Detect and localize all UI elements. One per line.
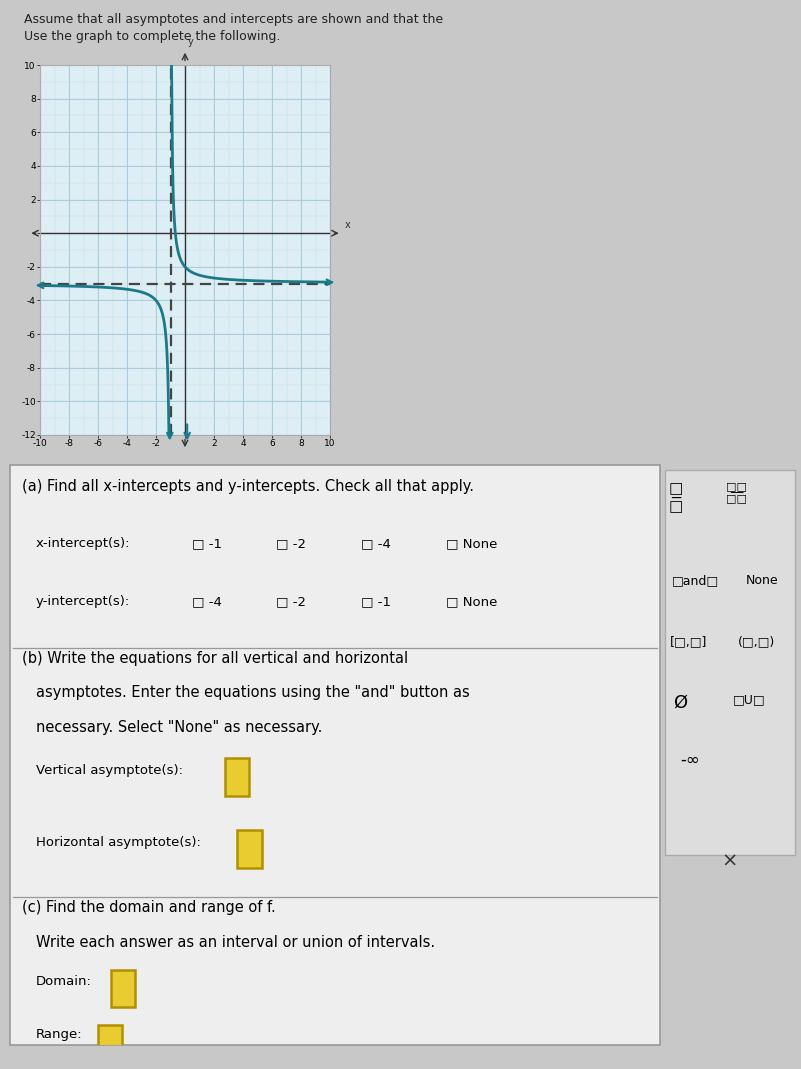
Bar [238, 831, 262, 868]
Text: □□
──
□□: □□ ── □□ [726, 481, 747, 503]
Text: □ -2: □ -2 [276, 595, 307, 608]
Text: (b) Write the equations for all vertical and horizontal: (b) Write the equations for all vertical… [22, 651, 408, 666]
Text: □ -1: □ -1 [361, 595, 391, 608]
Text: x: x [344, 220, 350, 230]
Text: y-intercept(s):: y-intercept(s): [36, 595, 131, 608]
Text: x-intercept(s):: x-intercept(s): [36, 538, 131, 551]
Text: Domain:: Domain: [36, 975, 92, 989]
Text: (a) Find all x-intercepts and y-intercepts. Check all that apply.: (a) Find all x-intercepts and y-intercep… [22, 480, 473, 495]
Text: □and□: □and□ [671, 574, 718, 587]
Text: □ -4: □ -4 [361, 538, 391, 551]
Text: □ -2: □ -2 [276, 538, 307, 551]
Text: □ -1: □ -1 [192, 538, 222, 551]
Text: □ None: □ None [445, 538, 497, 551]
Text: □U□: □U□ [733, 694, 765, 707]
Text: Use the graph to complete the following.: Use the graph to complete the following. [24, 30, 280, 43]
Bar [224, 758, 249, 795]
Text: None: None [746, 574, 779, 587]
Text: □ -4: □ -4 [192, 595, 222, 608]
Text: [□,□]: [□,□] [670, 636, 707, 649]
Text: y: y [188, 36, 194, 47]
Text: Range:: Range: [36, 1027, 83, 1040]
Text: (c) Find the domain and range of f.: (c) Find the domain and range of f. [22, 900, 276, 915]
Text: -∞: -∞ [681, 752, 700, 769]
Text: ×: × [722, 852, 739, 870]
Text: Horizontal asymptote(s):: Horizontal asymptote(s): [36, 836, 201, 849]
Text: Vertical asymptote(s):: Vertical asymptote(s): [36, 763, 183, 777]
Bar [111, 970, 135, 1007]
Text: Write each answer as an interval or union of intervals.: Write each answer as an interval or unio… [36, 934, 435, 949]
Bar [98, 1025, 123, 1063]
Text: □
─
□: □ ─ □ [668, 481, 682, 514]
Text: Assume that all asymptotes and intercepts are shown and that the: Assume that all asymptotes and intercept… [24, 13, 443, 26]
Text: necessary. Select "None" as necessary.: necessary. Select "None" as necessary. [36, 721, 322, 735]
Text: Ø: Ø [673, 694, 687, 711]
Text: □ None: □ None [445, 595, 497, 608]
Text: (□,□): (□,□) [738, 636, 775, 649]
Text: asymptotes. Enter the equations using the "and" button as: asymptotes. Enter the equations using th… [36, 685, 469, 700]
